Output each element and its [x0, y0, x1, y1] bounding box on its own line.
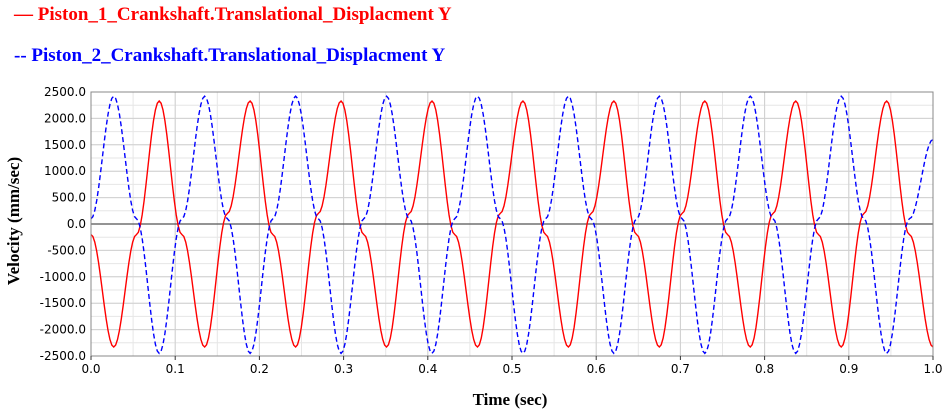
y-tick-label: -2500.0 — [40, 349, 86, 363]
y-tick-label: 1500.0 — [44, 138, 86, 152]
legend-label-series-1: Piston_1_Crankshaft.Translational_Displa… — [37, 4, 452, 25]
legend-entry-series-1: — Piston_1_Crankshaft.Translational_Disp… — [14, 4, 452, 26]
y-tick-label: 2000.0 — [44, 111, 86, 125]
y-axis-title: Velocity (mm/sec) — [4, 157, 23, 285]
x-tick-label: 0.0 — [81, 362, 100, 376]
x-tick-label: 0.8 — [755, 362, 774, 376]
legend-entry-series-2: -- Piston_2_Crankshaft.Translational_Dis… — [14, 45, 445, 67]
x-tick-label: 0.3 — [334, 362, 353, 376]
y-tick-label: 1000.0 — [44, 164, 86, 178]
series-line-1 — [90, 99, 934, 349]
y-tick-label: 2500.0 — [44, 85, 86, 99]
x-tick-label: 0.1 — [166, 362, 185, 376]
y-tick-label: 500.0 — [52, 191, 86, 205]
y-tick-label: -500.0 — [47, 243, 86, 257]
legend-label-series-2: Piston_2_Crankshaft.Translational_Displa… — [31, 45, 446, 66]
legend-swatch-series-1: — — [14, 4, 33, 25]
y-tick-label: 0.0 — [67, 217, 86, 231]
x-tick-label: 0.6 — [587, 362, 606, 376]
y-tick-label: -2000.0 — [40, 323, 86, 337]
y-tick-label: -1000.0 — [40, 270, 86, 284]
x-tick-label: 0.7 — [671, 362, 690, 376]
x-axis-title: Time (sec) — [473, 390, 548, 409]
x-tick-label: 0.2 — [250, 362, 269, 376]
legend-swatch-series-2: -- — [14, 45, 27, 66]
y-tick-label: -1500.0 — [40, 296, 86, 310]
x-tick-label: 0.4 — [418, 362, 437, 376]
x-tick-label: 0.9 — [839, 362, 858, 376]
series-line-2 — [90, 95, 934, 355]
x-tick-label: 0.5 — [502, 362, 521, 376]
x-tick-label: 1.0 — [923, 362, 942, 376]
